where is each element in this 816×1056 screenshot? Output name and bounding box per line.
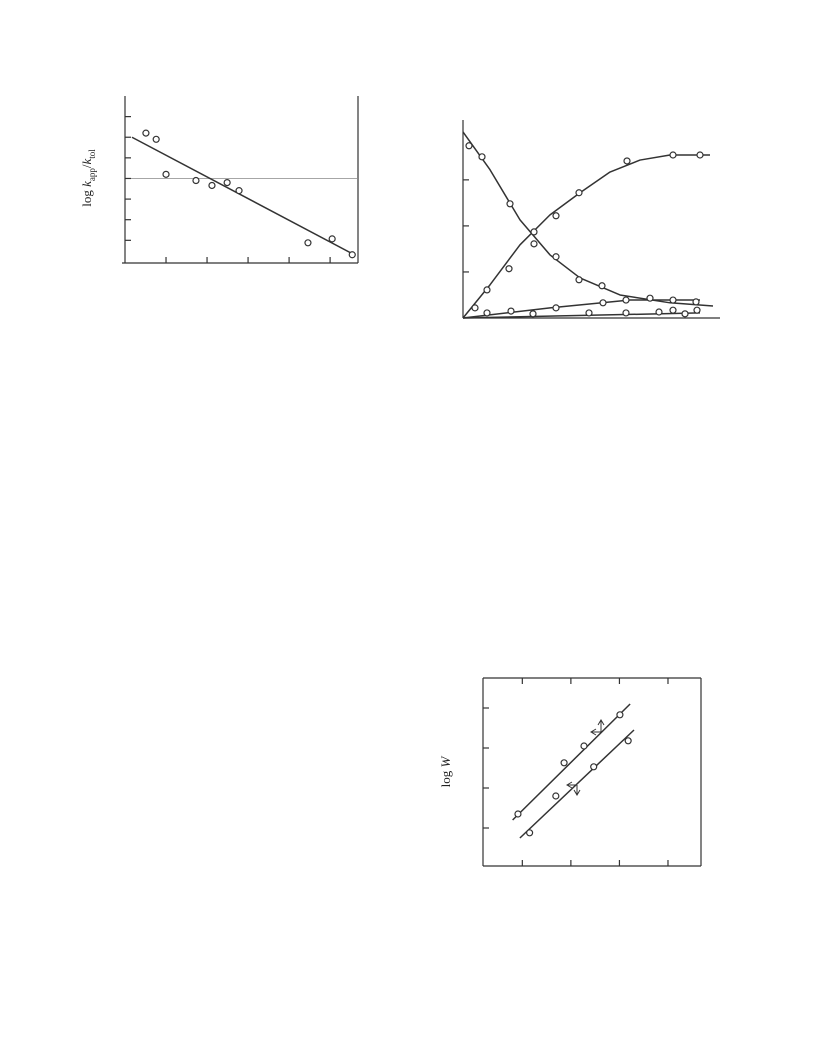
- label-part: log: [438, 767, 453, 787]
- data-point: [681, 310, 689, 318]
- data-point: [328, 235, 336, 243]
- data-point: [192, 176, 200, 185]
- data-point: [507, 307, 515, 315]
- data-point: [162, 170, 170, 178]
- label-part: W: [438, 755, 453, 767]
- data-point: [530, 240, 538, 248]
- data-point: [529, 310, 537, 318]
- label-part: tol: [87, 149, 97, 159]
- chart: log kapp/ktol: [79, 96, 359, 264]
- data-point: [646, 294, 654, 302]
- data-point: [590, 763, 598, 771]
- arrow: [590, 719, 605, 736]
- fit-line: [131, 136, 355, 256]
- data-point: [585, 309, 593, 317]
- label-part: log: [79, 187, 94, 207]
- label-part: k: [79, 159, 94, 165]
- y-axis-label: log W: [438, 755, 453, 787]
- data-point: [580, 742, 588, 750]
- fit-line: [462, 131, 714, 307]
- data-point: [505, 265, 513, 273]
- data-point: [478, 153, 486, 161]
- data-point: [552, 253, 560, 261]
- data-point: [560, 759, 568, 767]
- data-point: [552, 212, 560, 220]
- arrow: [566, 781, 581, 796]
- data-point: [624, 737, 632, 745]
- data-point: [669, 296, 677, 304]
- data-point: [598, 282, 606, 290]
- data-point: [483, 286, 491, 294]
- data-point: [304, 239, 312, 247]
- y-axis-label: log kapp/ktol: [79, 149, 97, 207]
- fit-line: [462, 154, 710, 319]
- data-point: [669, 306, 677, 314]
- data-point: [696, 151, 704, 159]
- data-point: [575, 189, 583, 197]
- data-point: [575, 276, 583, 284]
- arrow-annotations: [566, 719, 605, 796]
- data-point: [348, 251, 356, 259]
- data-point: [506, 200, 514, 208]
- data-point: [669, 151, 677, 159]
- chart: [462, 120, 720, 319]
- data-point: [693, 306, 701, 314]
- data-point: [552, 304, 560, 312]
- data-point: [471, 304, 479, 312]
- label-part: /: [79, 164, 94, 168]
- label-part: app: [87, 168, 97, 181]
- chart: log W: [438, 677, 702, 867]
- data-point: [142, 129, 150, 137]
- data-point: [622, 309, 630, 317]
- data-point: [483, 309, 491, 317]
- data-point: [526, 829, 534, 837]
- data-point: [152, 135, 160, 143]
- data-point: [552, 792, 560, 800]
- data-point: [616, 711, 624, 719]
- data-point: [599, 299, 607, 307]
- data-point: [235, 187, 243, 195]
- data-point: [223, 178, 231, 187]
- fit-line: [462, 299, 700, 319]
- label-part: k: [79, 181, 94, 187]
- data-point: [530, 228, 538, 236]
- data-point: [692, 298, 700, 306]
- fit-line: [512, 703, 631, 821]
- data-point: [465, 142, 473, 150]
- data-point: [623, 157, 631, 165]
- fit-line: [519, 729, 635, 839]
- data-point: [514, 810, 522, 818]
- data-point: [622, 296, 630, 304]
- data-point: [208, 181, 216, 190]
- data-point: [655, 308, 663, 316]
